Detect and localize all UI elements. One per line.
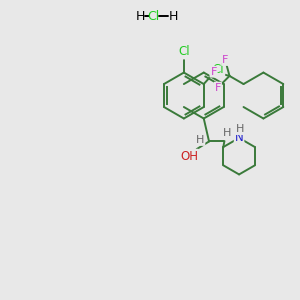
Text: N: N [235,131,244,144]
Text: H: H [223,128,232,138]
Text: H: H [168,10,178,22]
Text: Cl: Cl [213,62,224,76]
Text: OH: OH [180,150,198,163]
Text: Cl: Cl [178,45,190,58]
Text: H: H [196,135,204,145]
Text: F: F [222,55,228,65]
Text: F: F [215,82,221,93]
Text: Cl: Cl [147,10,159,22]
Text: H: H [236,124,245,134]
Text: H: H [136,10,145,22]
Text: F: F [210,67,217,77]
